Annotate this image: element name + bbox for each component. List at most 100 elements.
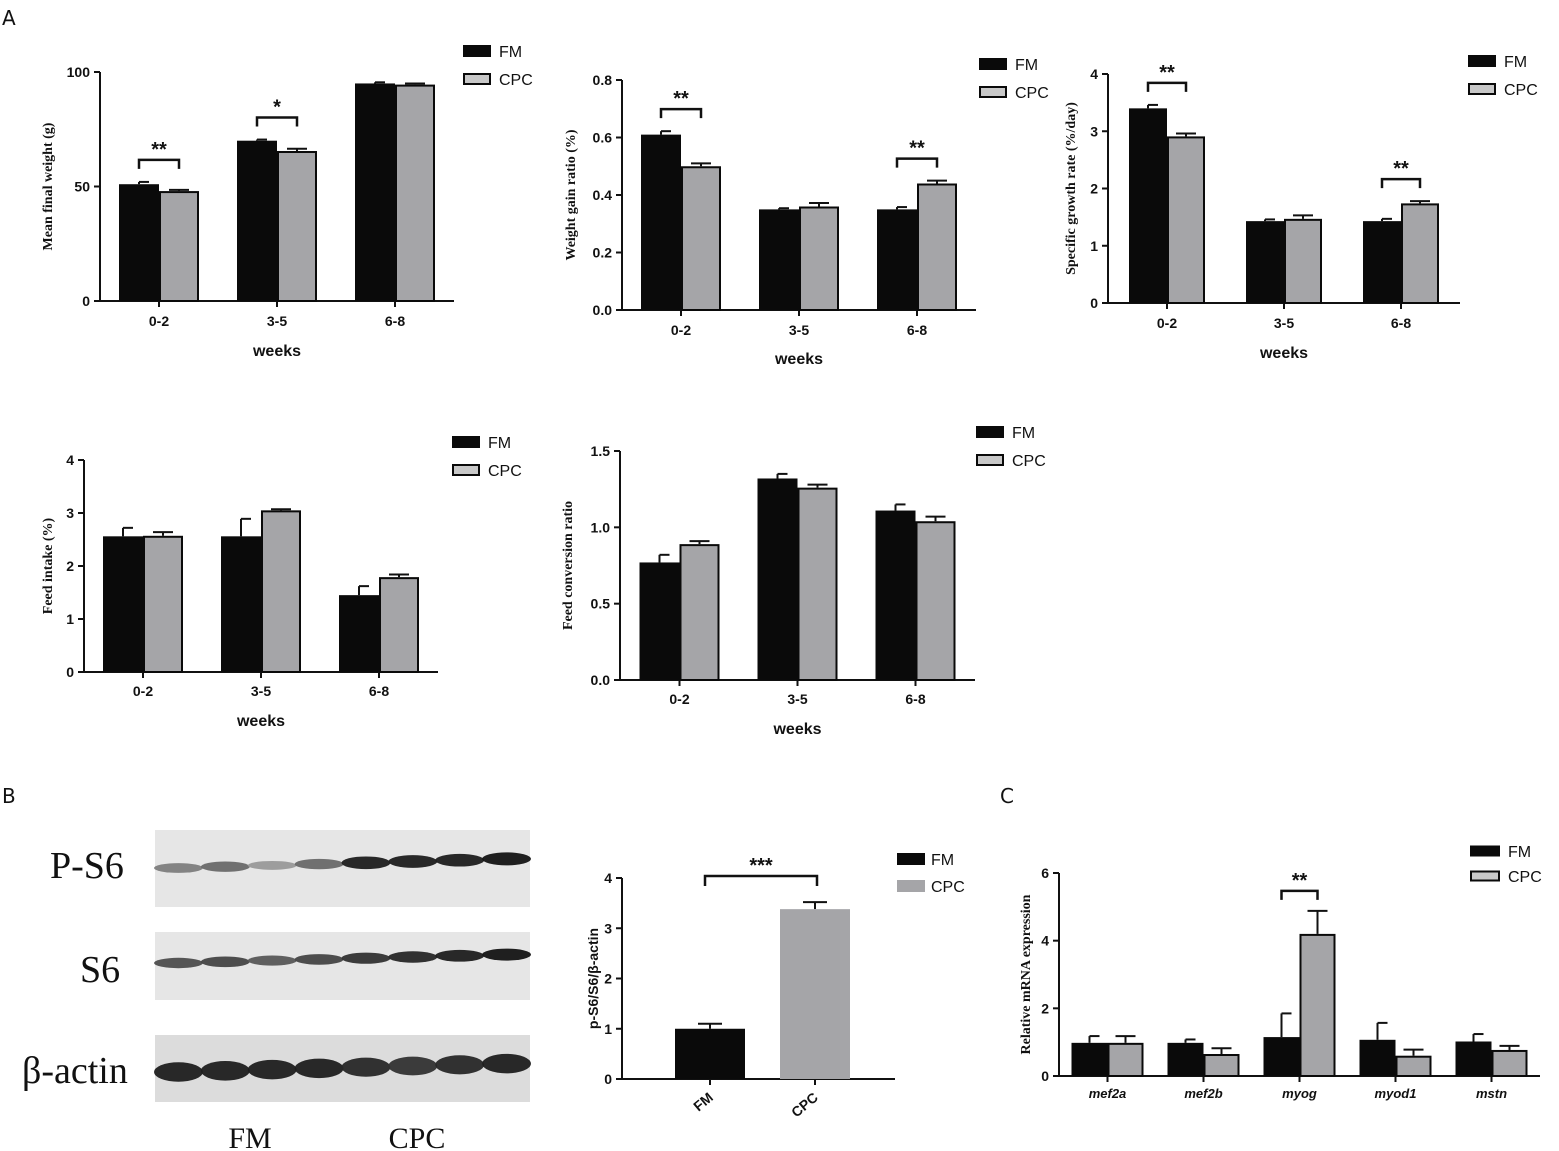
bar-cpc (379, 577, 419, 674)
x-tick-label: 3-5 (267, 313, 287, 329)
x-tick-label: 0-2 (671, 322, 691, 338)
blot-group-label-fm: FM (228, 1122, 271, 1151)
y-tick-label: 2 (66, 558, 74, 574)
x-tick-label: CPC (788, 1089, 821, 1120)
legend-swatch-fm (979, 58, 1007, 70)
y-tick-label: 50 (74, 179, 90, 195)
significance-label: ** (1393, 158, 1409, 180)
legend-swatch-fm (1468, 55, 1496, 67)
significance-bracket (1380, 177, 1422, 189)
blot-band (200, 1061, 250, 1081)
x-tick-label: 3-5 (787, 691, 807, 707)
y-tick-label: 3 (66, 505, 74, 521)
significance-label: *** (749, 855, 773, 877)
bar-fm (339, 595, 379, 672)
blot-band (247, 955, 297, 966)
y-tick-label: 0.2 (593, 245, 613, 261)
bar-fm (759, 209, 799, 310)
chart-weight-gain-ratio: 0.0 0.2 0.4 0.6 0.8 Weight gain ratio (%) 0-2 3… (564, 57, 1049, 368)
bar-cpc (1203, 1054, 1240, 1077)
y-axis-label: p-S6/S6/β-actin (585, 928, 601, 1029)
legend-label-cpc: CPC (931, 879, 965, 896)
chart-feed-conversion-ratio: 0.0 0.5 1.0 1.5 Feed conversion ratio 0-2 3-5 6… (561, 425, 1046, 738)
legend-label-cpc: CPC (1504, 82, 1538, 99)
blot-band (294, 858, 344, 870)
legend-swatch-cpc (897, 880, 925, 892)
bar-fm (877, 209, 917, 310)
x-tick-label: 3-5 (789, 322, 809, 338)
bar-fm (237, 140, 277, 301)
bar-cpc (277, 151, 317, 302)
y-tick-label: 4 (1090, 66, 1098, 82)
significance-label: ** (673, 88, 689, 110)
bar-fm (355, 83, 395, 301)
blot-group-label-cpc: CPC (389, 1122, 446, 1151)
x-axis-label: weeks (252, 343, 301, 360)
bar-fm (875, 510, 916, 680)
blot-band (482, 852, 531, 866)
blot-row-label: β-actin (22, 1050, 128, 1092)
legend-label-fm: FM (499, 44, 522, 61)
blot-band (482, 948, 531, 961)
x-tick-label: myod1 (1375, 1086, 1417, 1101)
y-tick-label: 2 (1090, 181, 1098, 197)
y-tick-label: 100 (67, 64, 91, 80)
x-tick-label: 6-8 (907, 322, 927, 338)
chart-specific-growth-rate: 0 1 2 3 4 Specific growth rate (%/day) 0-2 3-5 6… (1064, 54, 1538, 362)
legend-label-fm: FM (1504, 54, 1527, 71)
blot-band (247, 860, 297, 870)
y-tick-label: 4 (66, 452, 74, 468)
blot-band (388, 855, 438, 868)
y-axis-label: Feed conversion ratio (561, 501, 576, 630)
bar-cpc (797, 487, 838, 682)
y-tick-label: 0 (66, 664, 74, 680)
y-tick-label: 1 (604, 1021, 612, 1037)
x-axis-label: weeks (236, 713, 285, 730)
bar-fm (1359, 1039, 1396, 1076)
bar-cpc (681, 166, 721, 311)
significance-bracket (1280, 889, 1319, 900)
western-blot: P-S6 S6 β-actin FM CPC (22, 830, 531, 1151)
blot-band (154, 957, 203, 969)
bar-fm (103, 536, 143, 672)
legend-label-cpc: CPC (499, 72, 533, 89)
bar-fm (757, 478, 798, 680)
bar-fm (1246, 221, 1284, 303)
blot-band (435, 1055, 485, 1075)
x-tick-label: 6-8 (369, 683, 389, 699)
x-tick-label: 0-2 (1157, 315, 1177, 331)
legend-label-fm: FM (1015, 57, 1038, 74)
legend-swatch-cpc (976, 454, 1004, 466)
significance-label: * (273, 97, 281, 119)
legend-label-cpc: CPC (1508, 869, 1542, 886)
y-tick-label: 0.5 (591, 596, 611, 612)
y-tick-label: 3 (1090, 123, 1098, 139)
legend-swatch-fm (897, 853, 925, 865)
x-tick-label: FM (690, 1089, 716, 1114)
significance-bracket (703, 874, 819, 886)
significance-bracket (659, 107, 703, 119)
significance-bracket (1146, 81, 1188, 92)
bar-fm (1455, 1041, 1492, 1076)
bar-cpc (1299, 933, 1336, 1078)
bar-fm (1263, 1037, 1300, 1076)
significance-bracket (895, 157, 939, 168)
x-tick-label: 6-8 (1391, 315, 1411, 331)
y-tick-label: 0 (604, 1071, 612, 1087)
blot-row-label: P-S6 (50, 845, 124, 887)
blot-band (200, 861, 250, 872)
x-tick-label: 6-8 (905, 691, 925, 707)
y-tick-label: 2 (1041, 1000, 1049, 1016)
legend-label-cpc: CPC (488, 463, 522, 480)
y-tick-label: 0 (82, 293, 90, 309)
bar-cpc (159, 191, 199, 302)
bar-cpc (395, 84, 435, 302)
x-axis-label: weeks (1259, 345, 1308, 362)
bar-cpc (1107, 1042, 1144, 1078)
significance-label: ** (151, 139, 167, 161)
legend-swatch-cpc (979, 86, 1007, 98)
bar-cpc (261, 510, 301, 673)
bar-fm (1167, 1042, 1204, 1076)
legend-swatch-cpc (1468, 83, 1496, 95)
